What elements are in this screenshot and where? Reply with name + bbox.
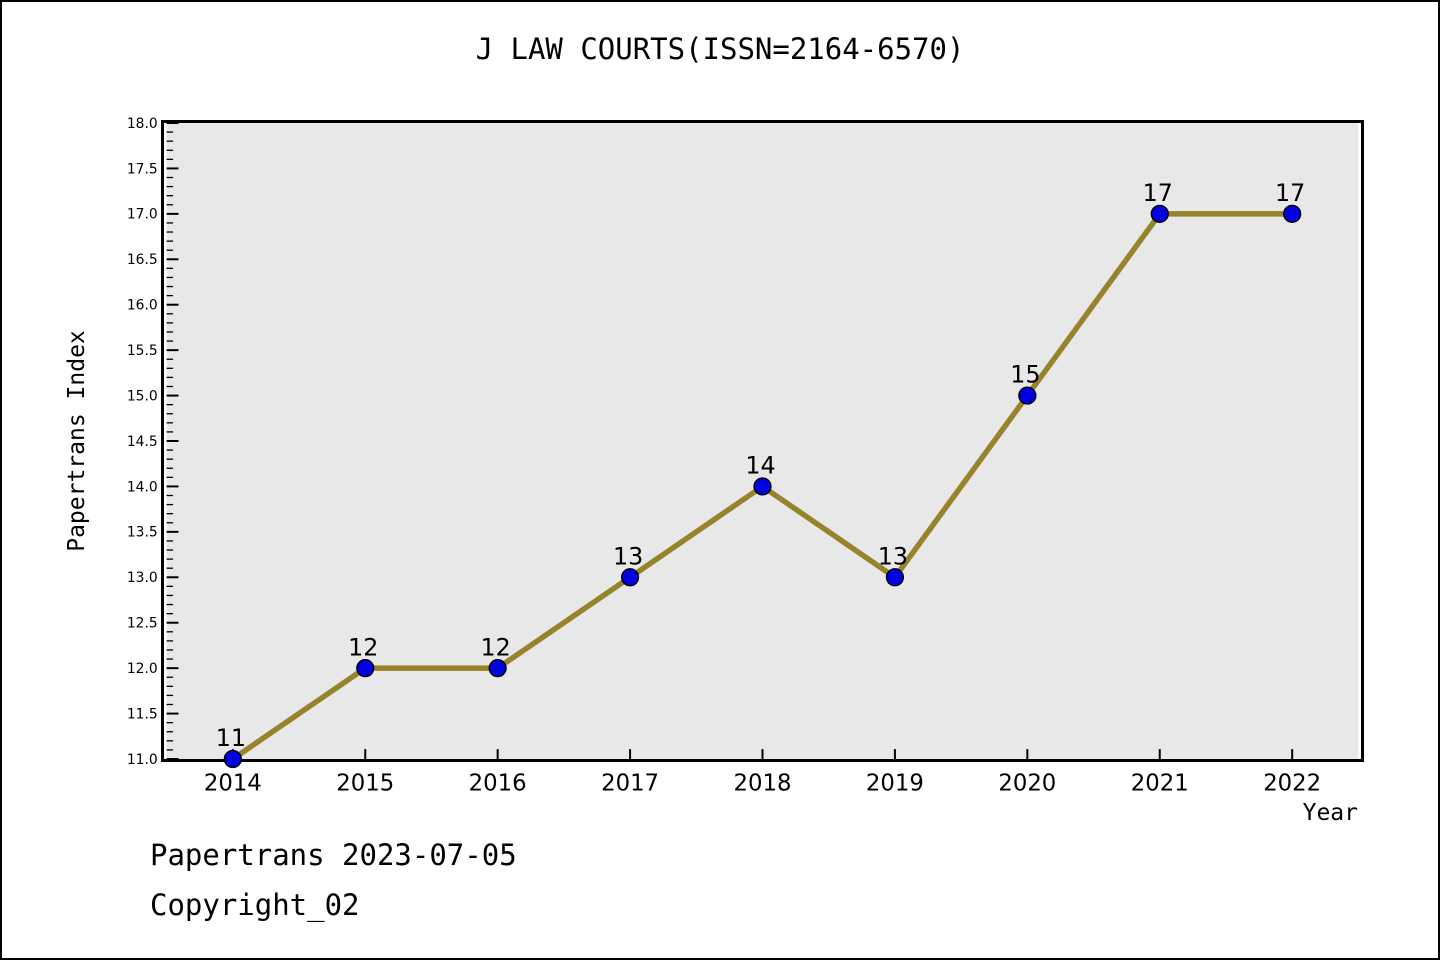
data-point	[885, 568, 905, 587]
data-point	[1150, 204, 1169, 223]
footer-copyright: Copyright_02	[150, 888, 360, 922]
plot-area: 11.0 11.5 12.0 12.5 13.0 13.5 14.0 14.5 15.0 15.5…	[127, 116, 1364, 797]
footer-date: Papertrans 2023-07-05	[150, 838, 517, 872]
y-tick-label: 11.0	[127, 752, 158, 768]
x-tick-label: 2017	[601, 771, 659, 797]
y-tick-label: 18.0	[127, 116, 158, 132]
x-tick-label: 2022	[1263, 771, 1321, 797]
data-point	[1018, 386, 1037, 405]
x-tick-label: 2015	[336, 771, 394, 797]
data-point	[488, 659, 507, 678]
data-point-label: 12	[481, 633, 511, 661]
data-point-label: 14	[745, 452, 775, 480]
data-point	[1283, 204, 1302, 223]
data-point	[753, 477, 772, 496]
data-point	[356, 659, 375, 678]
chart-title: J LAW COURTS(ISSN=2164-6570)	[475, 32, 965, 66]
plot-background	[166, 123, 1359, 759]
y-tick-label: 14.0	[127, 479, 158, 495]
y-tick-label: 15.0	[127, 388, 158, 404]
data-point-label: 17	[1275, 179, 1305, 207]
y-tick-label: 12.5	[127, 616, 158, 632]
y-tick-label: 16.5	[127, 252, 158, 268]
y-tick-label: 11.5	[127, 706, 158, 722]
y-tick-label: 14.5	[127, 434, 158, 450]
y-tick-label: 13.0	[127, 570, 158, 586]
y-axis-label: Papertrans Index	[64, 330, 90, 552]
data-point-label: 17	[1143, 179, 1173, 207]
x-tick-label: 2018	[734, 771, 792, 797]
data-point-label: 11	[216, 724, 246, 752]
x-axis-label: Year	[1302, 800, 1358, 826]
chart-svg: 11.0 11.5 12.0 12.5 13.0 13.5 14.0 14.5 15.0 15.5…	[127, 116, 1359, 797]
data-point-label: 13	[613, 542, 643, 570]
y-tick-label: 12.0	[127, 661, 158, 677]
x-tick-label: 2020	[998, 771, 1056, 797]
y-tick-label: 13.5	[127, 525, 158, 541]
data-point-label: 13	[878, 542, 908, 570]
x-tick-label: 2016	[469, 771, 527, 797]
x-tick-label: 2014	[204, 771, 262, 797]
data-point-label: 12	[348, 633, 378, 661]
y-tick-label: 16.0	[127, 298, 158, 314]
y-tick-label: 15.5	[127, 343, 158, 359]
x-tick-label: 2019	[866, 771, 924, 797]
x-tick-label: 2021	[1131, 771, 1189, 797]
data-point-label: 15	[1010, 361, 1040, 389]
data-point	[620, 568, 640, 587]
data-point	[223, 749, 242, 769]
y-tick-label: 17.0	[127, 207, 158, 223]
y-tick-label: 17.5	[127, 161, 158, 177]
